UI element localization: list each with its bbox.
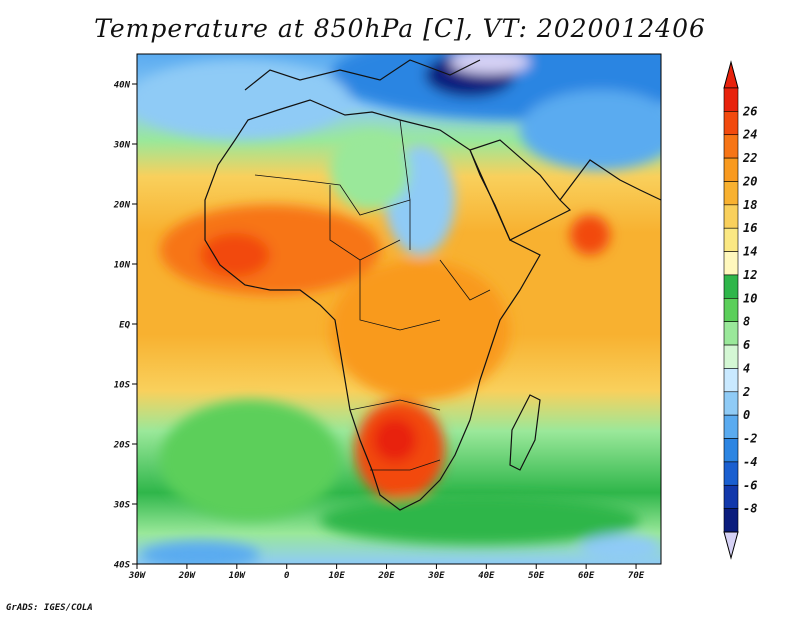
colorbar-swatch <box>723 251 739 276</box>
colorbar-swatch <box>723 134 739 159</box>
grads-credit: GrADS: IGES/COLA <box>6 603 93 613</box>
lat-tick-label: 30N <box>113 141 131 151</box>
arabian-peninsula <box>469 139 572 241</box>
colorbar-level-label: -4 <box>743 455 757 469</box>
colorbar-lower-extension <box>723 531 739 560</box>
colorbar-swatch <box>723 227 739 252</box>
colorbar-level-label: 16 <box>743 221 757 235</box>
europe-coast <box>244 59 481 91</box>
colorbar-swatch <box>723 461 739 486</box>
lat-tick-label: 40S <box>114 561 131 571</box>
colorbar-level-label: 4 <box>743 361 750 375</box>
country-borders <box>254 119 491 471</box>
colorbar-level-label: 24 <box>742 128 757 142</box>
colorbar-level-label: -6 <box>743 478 757 492</box>
longitude-axis: 30W 20W 10W 0 10E 20E 30E 40E 50E 60E 70E <box>128 564 645 581</box>
map-frame <box>136 53 662 565</box>
colorbar-swatch <box>723 298 739 322</box>
coastlines <box>204 59 661 511</box>
africa-coastline <box>204 99 541 511</box>
colorbar-swatch <box>723 414 739 439</box>
colorbar-swatch <box>723 111 739 136</box>
asia-coast <box>559 159 661 201</box>
latitude-axis: 40N 30N 20N 10N EQ 10S 20S 30S 40S <box>113 81 137 571</box>
colorbar-swatch <box>723 344 739 369</box>
lon-tick-label: 60E <box>578 571 595 581</box>
lat-tick-label: 40N <box>114 81 131 91</box>
colorbar-level-label: -2 <box>743 432 757 446</box>
lon-tick-label: 70E <box>628 571 645 581</box>
lat-tick-label: 20N <box>113 201 131 211</box>
lon-tick-label: 20E <box>377 571 395 581</box>
lat-tick-label: EQ <box>119 321 130 331</box>
colorbar-level-label: 12 <box>743 268 757 282</box>
colorbar-swatch <box>723 391 739 416</box>
colorbar-swatch <box>723 181 739 206</box>
lon-tick-label: 40E <box>478 571 495 581</box>
colorbar-level-label: 20 <box>742 174 757 188</box>
lat-tick-label: 10S <box>114 381 131 391</box>
colorbar-swatch <box>723 438 739 463</box>
colorbar-swatch <box>723 484 739 509</box>
lon-tick-label: 20W <box>178 571 197 581</box>
map-title: Temperature at 850hPa [C], VT: 202001240… <box>94 14 706 43</box>
colorbar-level-label: 10 <box>743 291 757 305</box>
lon-tick-label: 30E <box>427 571 445 581</box>
lat-tick-label: 30S <box>113 501 131 511</box>
map-figure: 40N 30N 20N 10N EQ 10S 20S 30S 40S 30W 20W 10W 0 10E… <box>113 53 757 581</box>
colorbar-swatch <box>723 204 739 229</box>
colorbar-level-label: 18 <box>743 198 757 212</box>
colorbar-level-label: 26 <box>742 104 757 118</box>
colorbar-level-label: 14 <box>743 245 757 259</box>
colorbar-swatch <box>723 321 739 346</box>
colorbar-swatch <box>723 274 739 299</box>
lat-tick-label: 10N <box>114 261 131 271</box>
colorbar-swatch <box>723 508 739 533</box>
colorbar-level-label: 6 <box>743 338 750 352</box>
colorbar-upper-extension <box>723 60 739 89</box>
colorbar-level-label: 0 <box>743 408 750 422</box>
colorbar-level-label: 2 <box>742 385 750 399</box>
colorbar-swatch <box>723 87 739 112</box>
temperature-field <box>137 54 661 564</box>
colorbar-level-label: 22 <box>742 151 757 165</box>
lon-tick-label: 10E <box>328 571 345 581</box>
lon-tick-label: 30W <box>128 571 147 581</box>
madagascar <box>509 394 541 471</box>
colorbar-swatch <box>723 157 739 182</box>
colorbar-level-label: 8 <box>743 315 750 329</box>
colorbar-level-label: -8 <box>743 502 757 516</box>
lon-tick-label: 0 <box>284 571 290 581</box>
colorbar-swatch <box>723 368 739 393</box>
lon-tick-label: 50E <box>528 571 545 581</box>
lon-tick-label: 10W <box>229 571 247 581</box>
lat-tick-label: 20S <box>113 441 131 451</box>
